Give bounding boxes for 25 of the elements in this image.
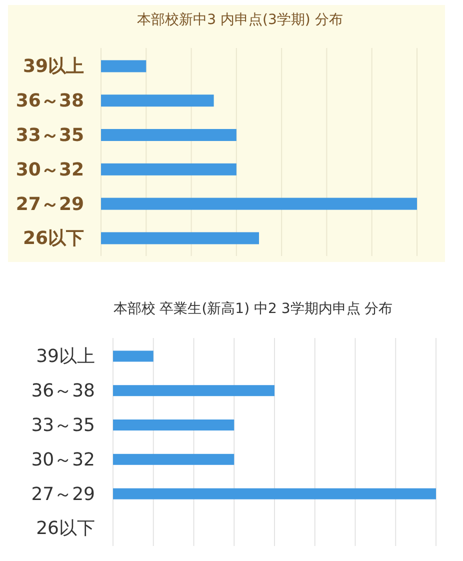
y-tick-label: 27～29	[16, 194, 84, 215]
bar	[113, 488, 436, 500]
bar	[113, 350, 154, 362]
y-tick-label: 36～38	[31, 380, 95, 402]
y-tick-label: 30～32	[16, 159, 84, 180]
y-tick-label: 39以上	[36, 346, 95, 368]
bar	[101, 129, 236, 141]
bar	[113, 385, 274, 396]
y-tick-label: 26以下	[22, 228, 84, 250]
bar	[101, 198, 417, 210]
bar	[113, 454, 234, 465]
y-tick-label: 33～35	[16, 125, 84, 146]
chart-title: 本部校新中3 内申点(3学期) 分布	[137, 12, 343, 28]
y-tick-label: 39以上	[22, 56, 84, 78]
y-tick-label: 26以下	[36, 518, 95, 540]
bar	[101, 94, 214, 107]
bar	[101, 60, 146, 72]
bar	[101, 232, 259, 244]
y-tick-label: 36～38	[16, 90, 84, 112]
y-tick-label: 33～35	[31, 415, 95, 436]
bar	[101, 163, 236, 176]
y-tick-label: 27～29	[31, 484, 95, 505]
y-tick-label: 30～32	[31, 449, 95, 470]
chart-title: 本部校 卒業生(新高1) 中2 3学期内申点 分布	[113, 301, 393, 317]
bar	[113, 420, 234, 430]
